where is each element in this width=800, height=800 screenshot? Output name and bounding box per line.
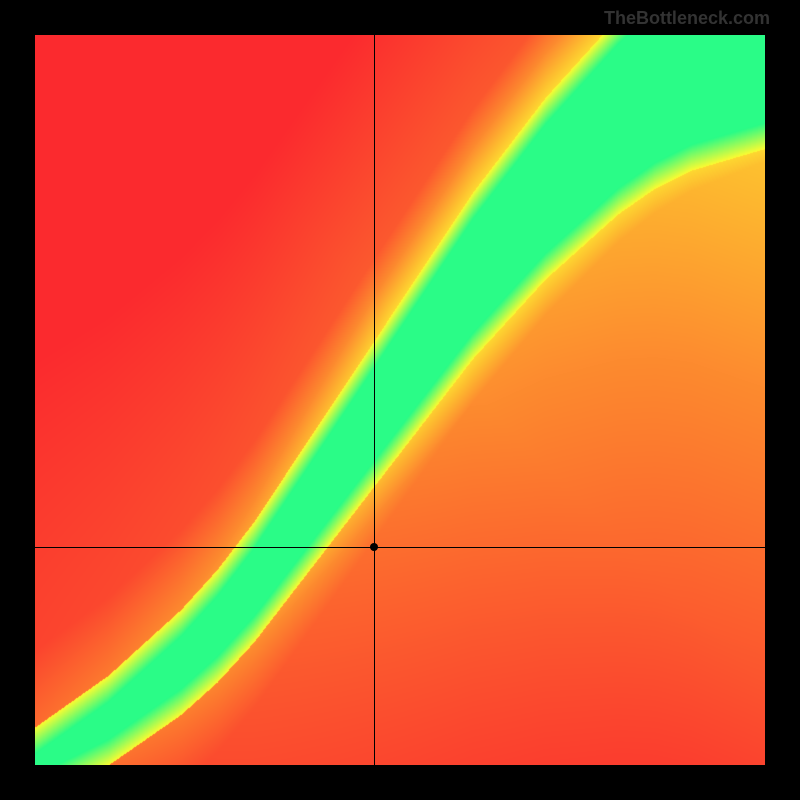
crosshair-marker — [370, 543, 378, 551]
heatmap-canvas — [35, 35, 765, 765]
crosshair-horizontal — [35, 547, 765, 548]
watermark-text: TheBottleneck.com — [604, 8, 770, 29]
heatmap-plot — [35, 35, 765, 765]
crosshair-vertical — [374, 35, 375, 765]
